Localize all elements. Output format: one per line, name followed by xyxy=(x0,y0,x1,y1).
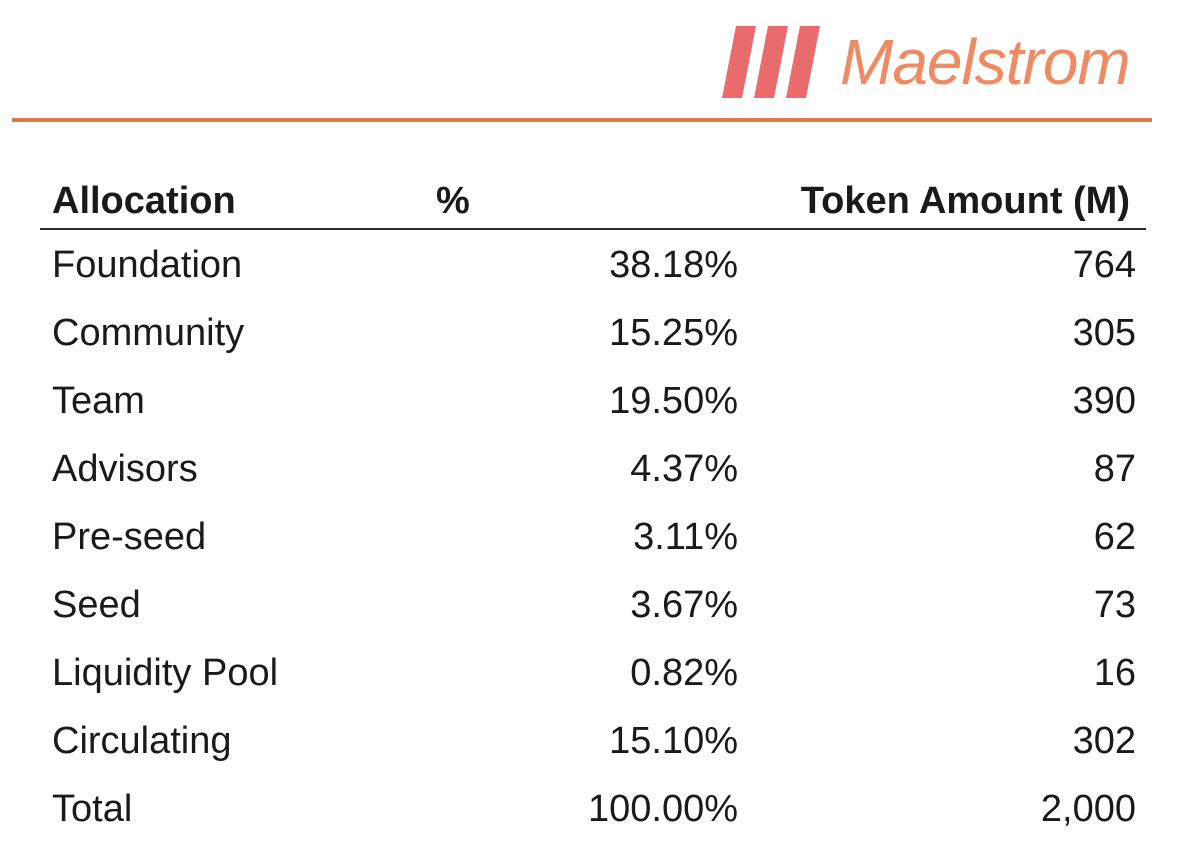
table-row: Advisors 4.37% 87 xyxy=(40,434,1146,502)
percent-cell: 15.10% xyxy=(609,720,738,762)
header-divider xyxy=(12,118,1152,122)
allocation-cell: Liquidity Pool xyxy=(52,652,279,694)
allocation-cell: Team xyxy=(52,380,145,422)
allocation-cell: Total xyxy=(52,788,133,830)
allocation-cell: Seed xyxy=(52,584,141,626)
token-amount-cell: 302 xyxy=(1072,720,1136,762)
brand-name: Maelstrom xyxy=(840,26,1131,98)
percent-cell: 19.50% xyxy=(609,380,738,422)
percent-cell: 100.00% xyxy=(587,788,738,830)
header-token-amount: Token Amount (M) xyxy=(800,180,1130,222)
table-row: Pre-seed 3.11% 62 xyxy=(40,502,1146,570)
table-row: Team 19.50% 390 xyxy=(40,366,1146,434)
table-row: Community 15.25% 305 xyxy=(40,298,1146,366)
percent-cell: 38.18% xyxy=(609,244,738,286)
token-amount-cell: 764 xyxy=(1072,244,1136,286)
token-allocation-table: Allocation % Token Amount (M) Foundation… xyxy=(40,170,1146,842)
table-row: Foundation 38.18% 764 xyxy=(40,230,1146,298)
percent-cell: 4.37% xyxy=(630,448,738,490)
token-amount-cell: 2,000 xyxy=(1040,788,1136,830)
allocation-cell: Foundation xyxy=(52,244,243,286)
table-row: Total 100.00% 2,000 xyxy=(40,774,1146,842)
allocation-cell: Advisors xyxy=(52,448,198,490)
table-header: Allocation % Token Amount (M) xyxy=(40,170,1146,230)
token-amount-cell: 16 xyxy=(1093,652,1136,694)
percent-cell: 3.67% xyxy=(630,584,738,626)
percent-cell: 3.11% xyxy=(633,516,738,558)
token-amount-cell: 87 xyxy=(1093,448,1136,490)
token-amount-cell: 390 xyxy=(1072,380,1136,422)
percent-cell: 0.82% xyxy=(630,652,738,694)
maelstrom-logo-icon xyxy=(722,26,820,98)
allocation-cell: Pre-seed xyxy=(52,516,207,558)
table-row: Circulating 15.10% 302 xyxy=(40,706,1146,774)
allocation-cell: Circulating xyxy=(52,720,232,762)
token-amount-cell: 62 xyxy=(1093,516,1136,558)
allocation-cell: Community xyxy=(52,312,245,354)
header-allocation: Allocation xyxy=(52,180,236,222)
table-row: Seed 3.67% 73 xyxy=(40,570,1146,638)
token-amount-cell: 305 xyxy=(1072,312,1136,354)
table-row: Liquidity Pool 0.82% 16 xyxy=(40,638,1146,706)
token-amount-cell: 73 xyxy=(1093,584,1136,626)
header-percent: % xyxy=(436,180,470,222)
brand-logo: Maelstrom xyxy=(722,22,1131,102)
table-body: Foundation 38.18% 764 Community 15.25% 305 Tea… xyxy=(40,230,1146,842)
percent-cell: 15.25% xyxy=(609,312,738,354)
